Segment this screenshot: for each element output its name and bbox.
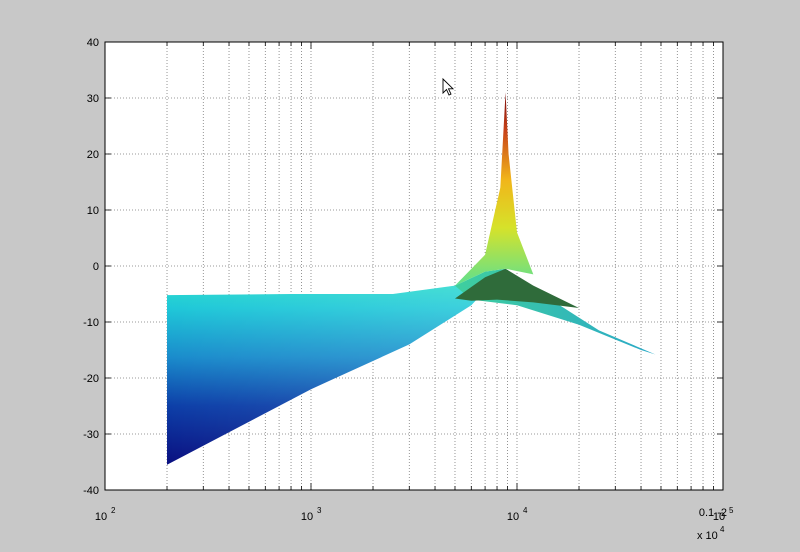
y-tick-label: 30	[87, 93, 99, 105]
surface-plot	[167, 92, 656, 465]
x-tick-exponent: 5	[729, 506, 734, 515]
x-tick-label: 10	[713, 511, 725, 523]
x-tick-label: 10	[301, 511, 313, 523]
x-multiplier-exponent: 4	[720, 525, 725, 534]
axis-labels: 40 30 20 10 0 -10 -20 -30 -40 10 2 10 3 10 4 10 50.1 -2 x…	[83, 37, 734, 542]
y-tick-label: -10	[83, 317, 99, 329]
y-tick-label: 40	[87, 37, 99, 49]
surface-underside	[454, 268, 580, 308]
y-tick-label: 0	[93, 261, 99, 273]
axis-ticks	[105, 41, 723, 491]
x-tick-label: 10	[507, 511, 519, 523]
x-tick-exponent: 3	[317, 506, 322, 515]
x-tick-exponent: 4	[523, 506, 528, 515]
x-tick-exponent: 2	[111, 506, 116, 515]
y-tick-label: -40	[83, 485, 99, 497]
surface-peak	[454, 92, 534, 286]
x-multiplier-label: x 10	[697, 530, 718, 542]
surface-left-sheet-shade	[167, 268, 506, 465]
x-tick-label: 10	[95, 511, 107, 523]
y-tick-label: -20	[83, 373, 99, 385]
overlap-label: 0.1 -2	[699, 507, 727, 519]
mouse-pointer-icon	[442, 77, 455, 96]
y-tick-label: 20	[87, 149, 99, 161]
y-tick-label: 10	[87, 205, 99, 217]
y-tick-label: -30	[83, 429, 99, 441]
